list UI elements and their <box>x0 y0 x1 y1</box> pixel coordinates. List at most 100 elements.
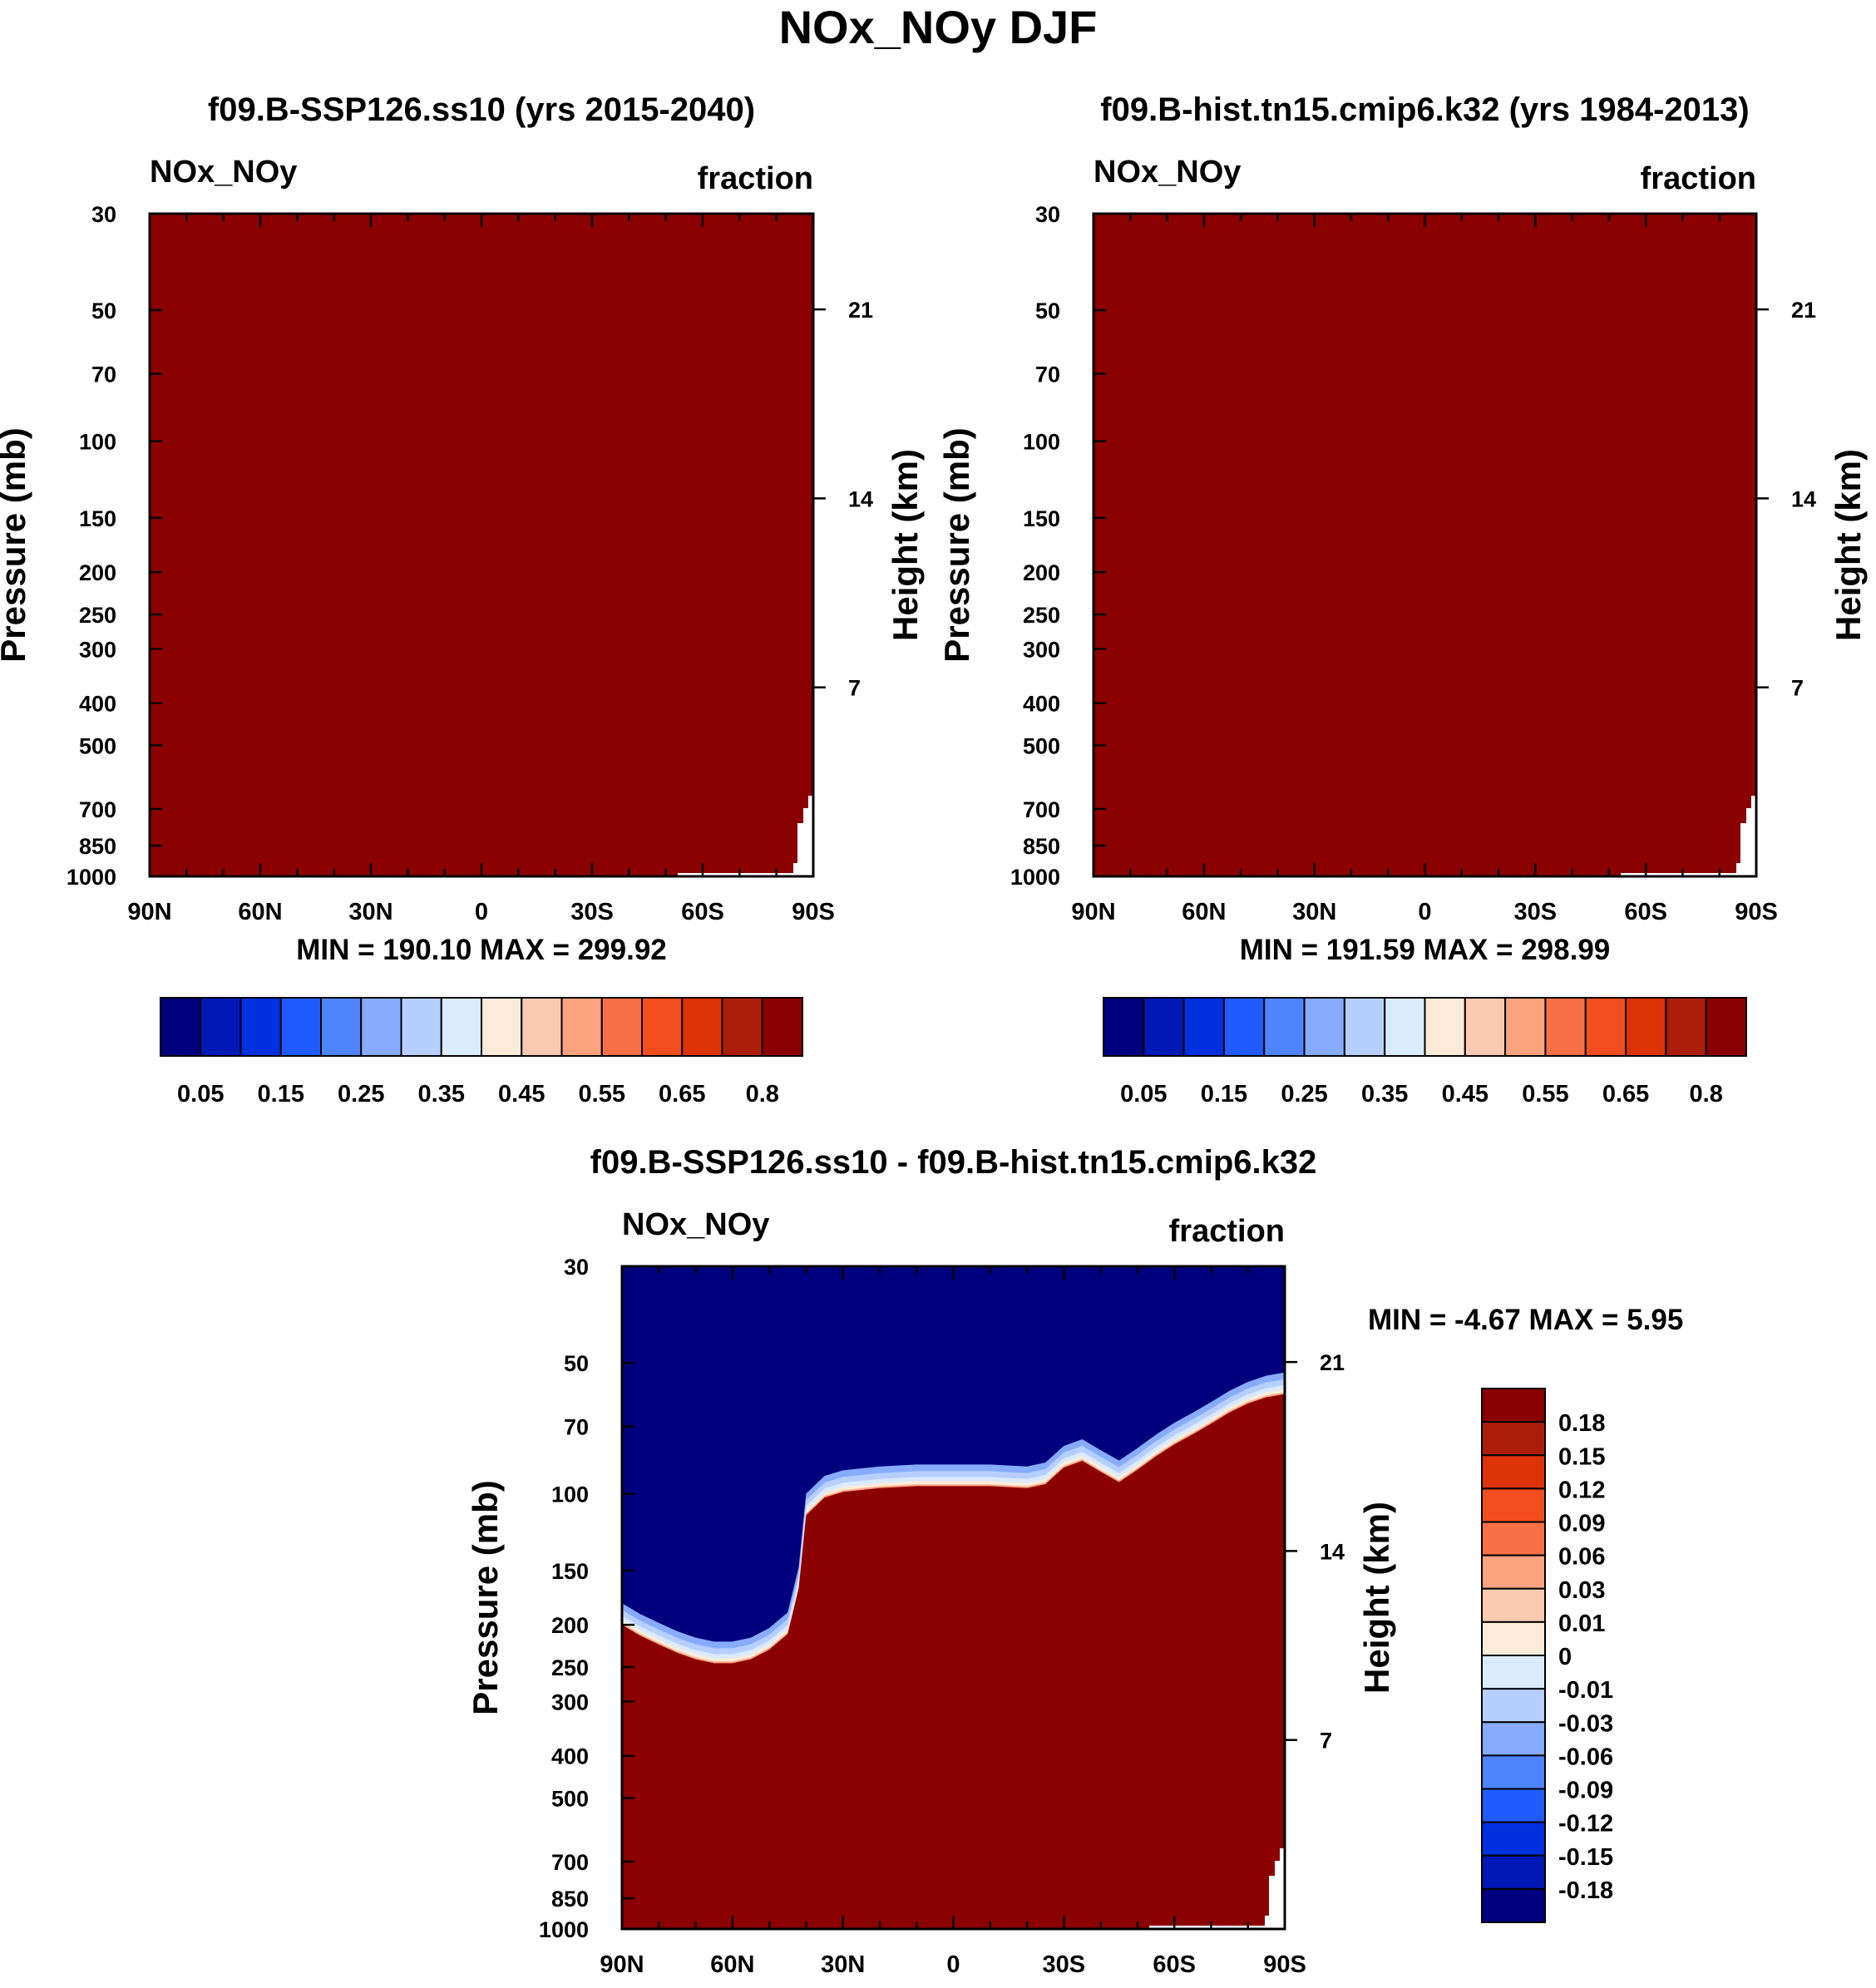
colorbar-box <box>200 997 242 1057</box>
y-tick-label: 250 <box>79 603 116 628</box>
colorbar-box <box>1103 997 1145 1057</box>
y-tick-label: 300 <box>551 1690 589 1714</box>
units-label: fraction <box>698 161 813 196</box>
panel-title: f09.B-SSP126.ss10 - f09.B-hist.tn15.cmip… <box>590 1144 1317 1181</box>
y-tick-label: 300 <box>79 637 116 662</box>
height-tick-label: 14 <box>848 486 873 511</box>
colorbar-label: 0.65 <box>1602 1081 1649 1107</box>
colorbar-box <box>681 997 723 1057</box>
x-tick-label: 30S <box>1514 899 1558 925</box>
y-tick-label: 150 <box>79 506 116 531</box>
y-tick-label: 700 <box>1023 797 1060 822</box>
colorbar-label: 0.12 <box>1558 1477 1605 1503</box>
height-tick-label: 7 <box>848 676 861 701</box>
y-axis-title: Pressure (mb) <box>0 427 32 662</box>
colorbar-label: -0.09 <box>1558 1778 1613 1804</box>
x-tick-label: 60S <box>1153 1951 1196 1978</box>
x-tick-label: 0 <box>475 899 488 925</box>
colorbar-box <box>1464 997 1507 1057</box>
colorbar-box <box>239 997 282 1057</box>
colorbar-box <box>1481 1655 1546 1690</box>
x-tick-label: 60S <box>681 899 724 925</box>
colorbar-box <box>1481 1487 1546 1523</box>
colorbar-label: -0.03 <box>1558 1710 1613 1737</box>
panels: f09.B-SSP126.ss10 (yrs 2015-2040) NOx_NOy… <box>0 91 1868 1978</box>
panel-a: f09.B-SSP126.ss10 (yrs 2015-2040) NOx_NOy… <box>0 91 925 1107</box>
y-tick-label: 50 <box>1035 298 1060 323</box>
x-tick-label: 90N <box>127 899 171 925</box>
y-tick-label: 50 <box>91 298 116 323</box>
colorbar-box <box>160 997 202 1057</box>
y-tick-label: 100 <box>551 1482 589 1507</box>
colorbar-box <box>1625 997 1667 1057</box>
y-tick-label: 70 <box>91 363 116 387</box>
colorbar-box <box>1481 1421 1546 1457</box>
colorbar-label: 0.45 <box>1442 1081 1488 1107</box>
colorbar-box <box>1481 1721 1546 1757</box>
height-tick-label: 7 <box>1320 1729 1332 1754</box>
y-tick-label: 700 <box>79 797 116 822</box>
y-tick-label: 30 <box>1035 202 1060 227</box>
x-tick-label: 90S <box>1263 1951 1306 1978</box>
colorbar: 0.18 0.15 0.12 0.09 0.06 0.03 0.01 0 -0.01 -0.03 -… <box>1481 1388 1613 1923</box>
variable-label: NOx_NOy <box>150 155 297 190</box>
colorbar-box <box>1481 1554 1546 1590</box>
y-tick-label: 30 <box>91 202 116 227</box>
right-axis-title: Height (km) <box>1357 1502 1396 1694</box>
colorbar-box <box>1222 997 1266 1057</box>
colorbar-label: 0.45 <box>498 1081 545 1107</box>
colorbar-label: 0.01 <box>1558 1611 1605 1637</box>
colorbar-label: 0.06 <box>1558 1544 1605 1571</box>
colorbar-box <box>1343 997 1386 1057</box>
colorbar-box <box>320 997 363 1057</box>
min-max-label: MIN = 190.10 MAX = 299.92 <box>296 934 667 966</box>
y-tick-label: 1000 <box>539 1917 589 1942</box>
x-tick-label: 30N <box>821 1951 865 1978</box>
colorbar-box <box>1481 1788 1546 1823</box>
colorbar-label: 0.55 <box>1522 1081 1568 1107</box>
colorbar-label: 0.25 <box>1281 1081 1327 1107</box>
y-tick-label: 300 <box>1023 637 1060 662</box>
y-tick-label: 100 <box>1023 430 1060 455</box>
terrain-mask <box>1149 1848 1285 1929</box>
height-tick-label: 21 <box>848 298 873 323</box>
y-tick-label: 850 <box>1023 834 1060 859</box>
colorbar-label: 0 <box>1558 1644 1572 1670</box>
height-tick-label: 21 <box>1320 1350 1345 1375</box>
y-tick-label: 500 <box>79 733 116 758</box>
colorbar-label: 0.09 <box>1558 1511 1605 1537</box>
y-axis-title: Pressure (mb) <box>466 1480 505 1714</box>
colorbar-label: 0.8 <box>746 1081 779 1107</box>
colorbar-box <box>1424 997 1466 1057</box>
colorbar-label: 0.05 <box>1120 1081 1167 1107</box>
min-max-label: MIN = -4.67 MAX = 5.95 <box>1368 1304 1683 1336</box>
colorbar-box <box>1481 1821 1546 1857</box>
colorbar-box <box>400 997 442 1057</box>
colorbar-box <box>1481 1620 1546 1656</box>
terrain-mask <box>1621 796 1756 876</box>
y-tick-label: 500 <box>551 1786 589 1811</box>
y-tick-label: 850 <box>551 1887 589 1912</box>
colorbar-label: 0.03 <box>1558 1577 1605 1604</box>
x-tick-label: 90N <box>600 1951 644 1978</box>
colorbar-box <box>1481 1887 1546 1923</box>
colorbar-label: 0.15 <box>1558 1443 1605 1470</box>
colorbar-box <box>600 997 643 1057</box>
units-label: fraction <box>1169 1214 1285 1249</box>
colorbar: 0.05 0.15 0.25 0.35 0.45 0.55 0.65 0.8 <box>160 997 803 1107</box>
colorbar-label: 0.35 <box>1361 1081 1408 1107</box>
colorbar-label: 0.35 <box>418 1081 465 1107</box>
field-fill <box>150 214 813 876</box>
colorbar-box <box>360 997 402 1057</box>
x-tick-label: 30N <box>348 899 392 925</box>
y-tick-label: 400 <box>551 1744 589 1769</box>
colorbar-box <box>279 997 322 1057</box>
y-tick-label: 200 <box>1023 560 1060 585</box>
panel-title: f09.B-SSP126.ss10 (yrs 2015-2040) <box>208 91 755 128</box>
colorbar-box <box>1705 997 1747 1057</box>
y-tick-label: 150 <box>551 1559 589 1584</box>
colorbar-box <box>1584 997 1627 1057</box>
y-tick-label: 400 <box>1023 692 1060 717</box>
panel-diff: f09.B-SSP126.ss10 - f09.B-hist.tn15.cmip… <box>466 1144 1683 1978</box>
